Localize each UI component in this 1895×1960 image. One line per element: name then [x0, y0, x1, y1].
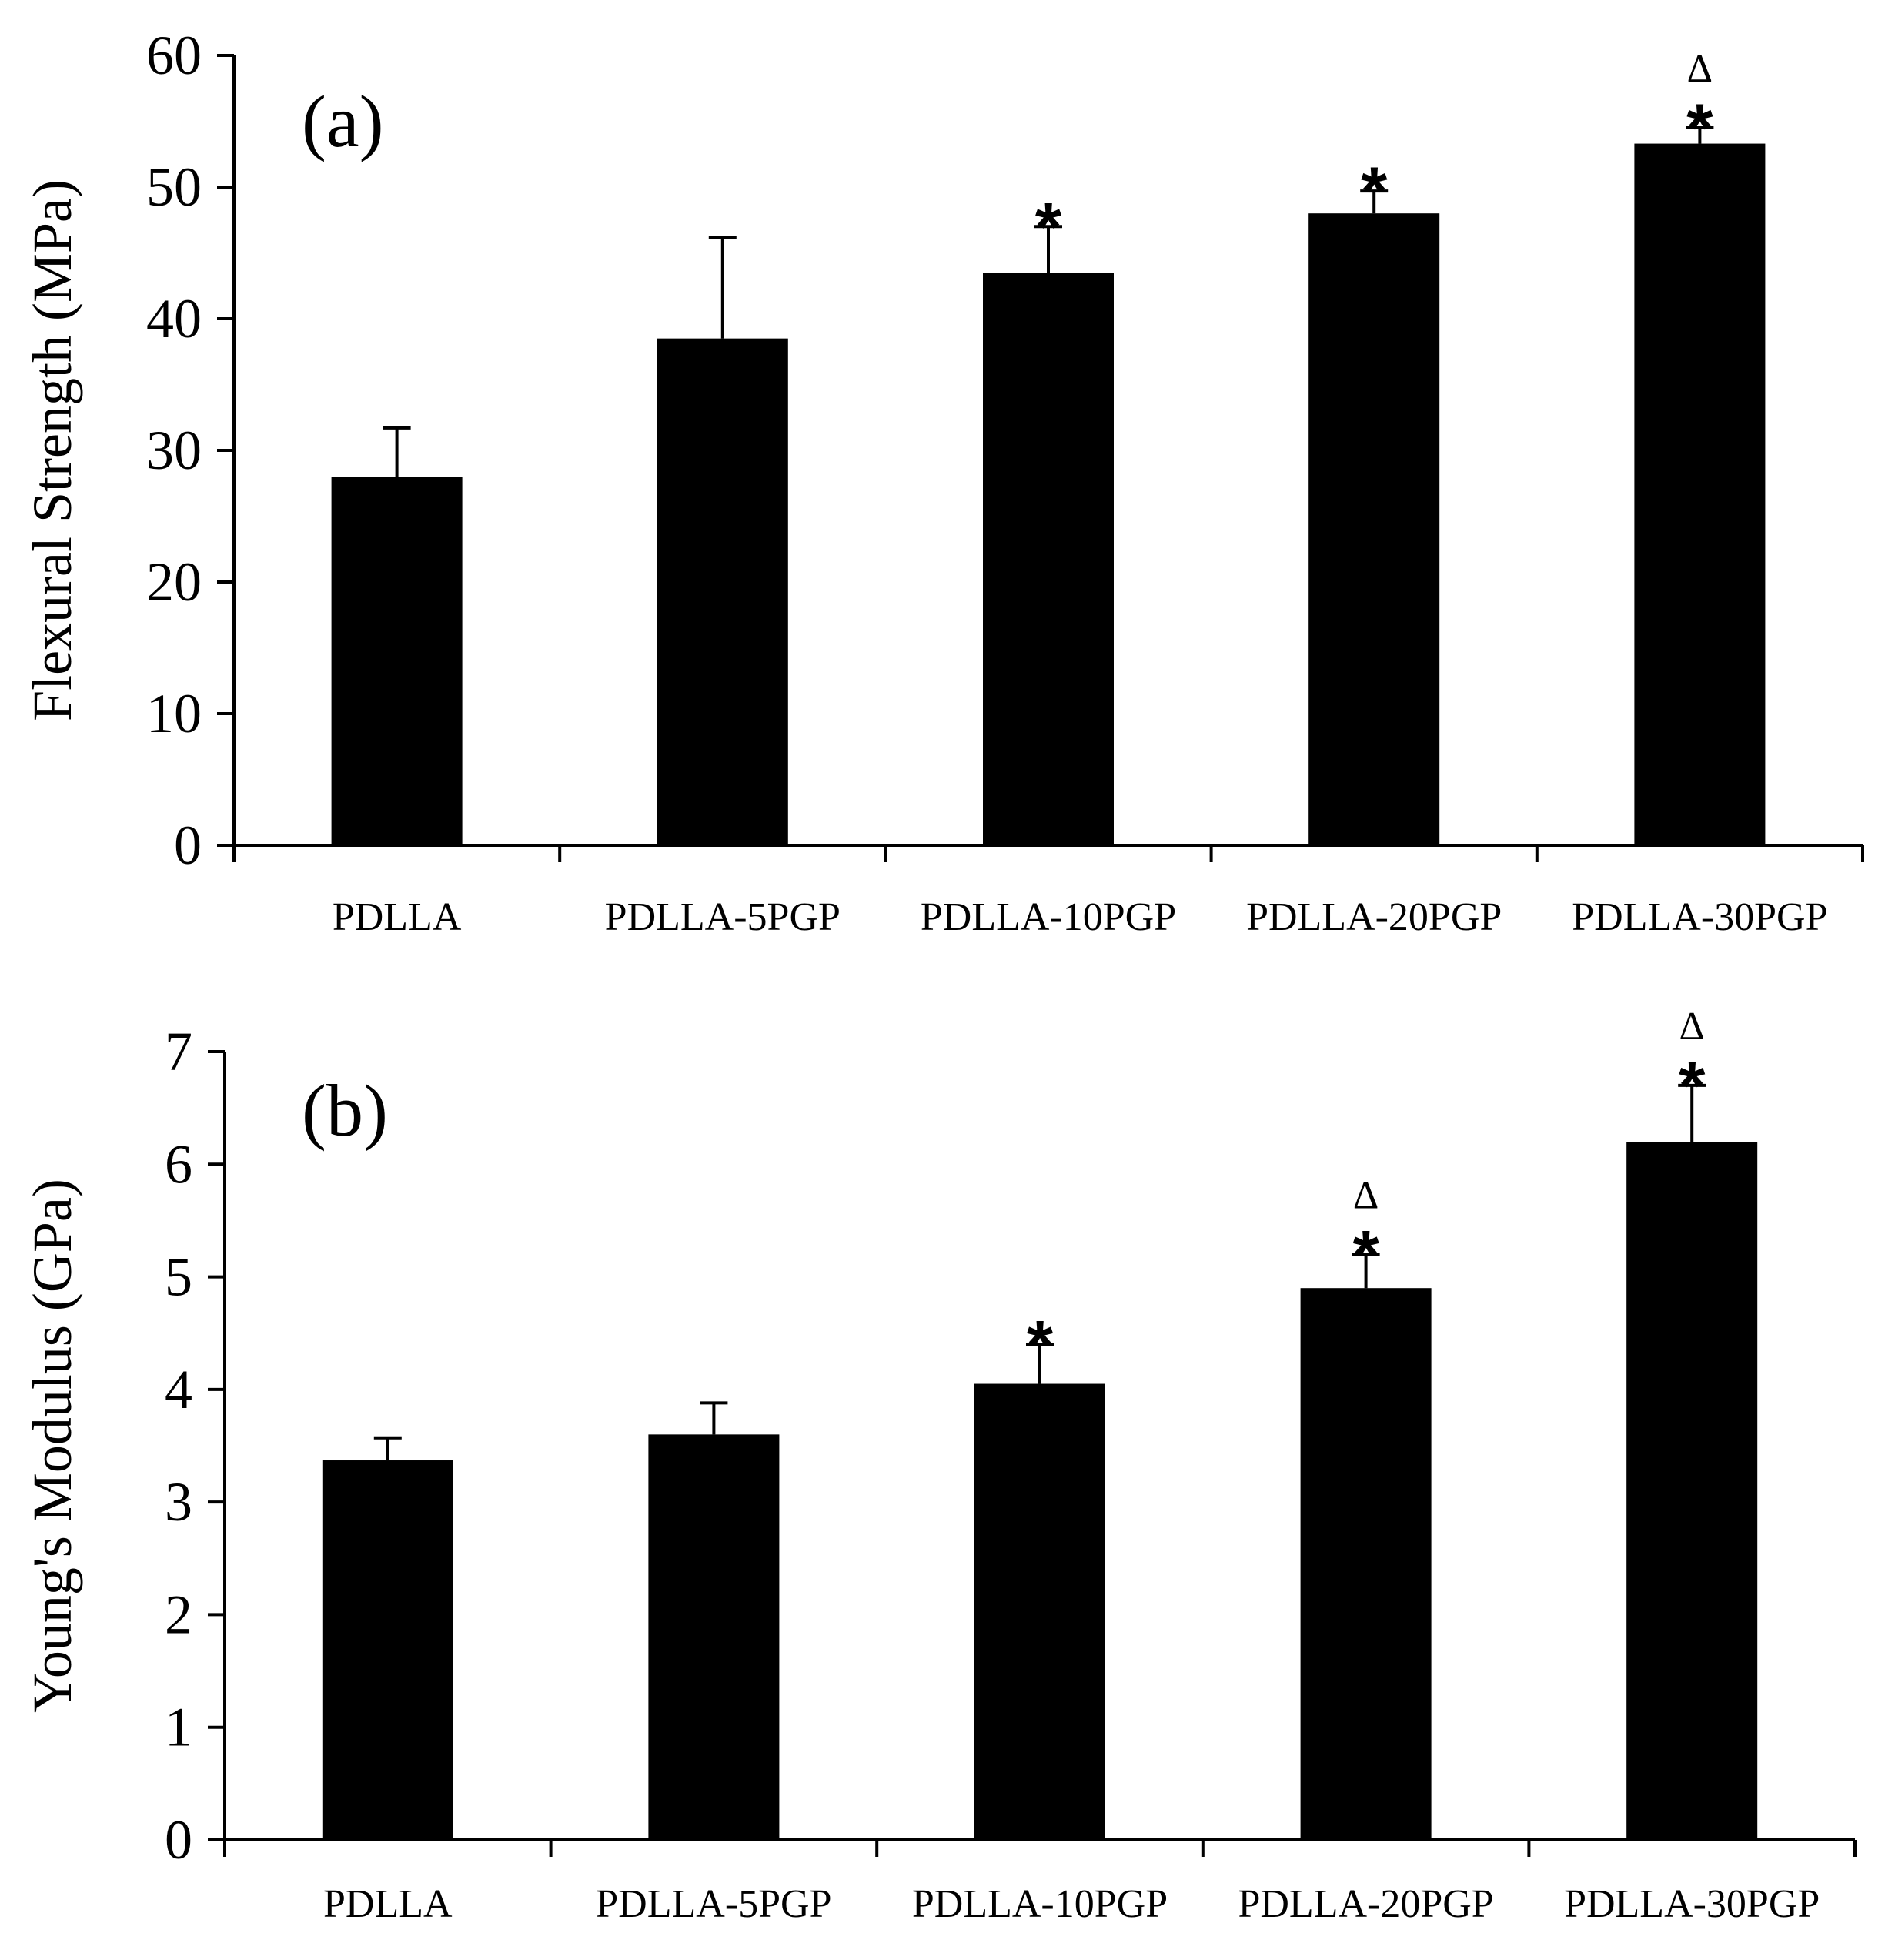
bar [657, 338, 788, 845]
bar [322, 1460, 453, 1840]
category-label: PDLLA-30PGP [1572, 895, 1827, 939]
category-label: PDLLA-10PGP [912, 1882, 1168, 1926]
panel-label: (b) [302, 1069, 388, 1152]
y-tick-label: 20 [146, 551, 202, 613]
y-tick-label: 2 [165, 1584, 192, 1645]
y-tick-label: 10 [146, 683, 202, 744]
significance-star: * [1035, 188, 1062, 264]
panel-b: 0 1 2 3 4 5 6 7 PDLLA PDLLA-5PGP PDLLA-10PGP * PDLLA… [22, 1005, 1857, 1926]
y-tick-label: 0 [174, 814, 202, 876]
category-label: PDLLA-30PGP [1564, 1882, 1820, 1926]
significance-delta: Δ [1687, 47, 1713, 91]
y-tick-label: 30 [146, 420, 202, 481]
y-axis-title: Young's Modulus (GPa) [22, 1179, 83, 1713]
significance-delta: Δ [1679, 1005, 1704, 1049]
y-tick-label: 0 [165, 1809, 192, 1871]
bar [1626, 1142, 1758, 1840]
y-axis-title: Flexural Strength (MPa) [22, 179, 83, 721]
significance-star: * [1027, 1306, 1054, 1382]
y-tick-label: 4 [165, 1359, 192, 1420]
y-tick-label: 6 [165, 1133, 192, 1195]
category-label: PDLLA [333, 895, 462, 939]
category-label: PDLLA-5PGP [605, 895, 841, 939]
bar [648, 1434, 780, 1840]
y-tick-label: 50 [146, 156, 202, 218]
significance-star: * [1361, 152, 1388, 229]
bar [983, 273, 1114, 845]
significance-delta: Δ [1353, 1173, 1379, 1217]
category-label: PDLLA-20PGP [1246, 895, 1502, 939]
bar [331, 477, 463, 845]
y-tick-label: 40 [146, 288, 202, 350]
bar [1308, 213, 1440, 845]
category-label: PDLLA [323, 1882, 453, 1926]
category-label: PDLLA-20PGP [1238, 1882, 1493, 1926]
significance-star: * [1352, 1216, 1379, 1292]
y-tick-label: 5 [165, 1246, 192, 1308]
category-label: PDLLA-5PGP [596, 1882, 831, 1926]
panel-a: 0 10 20 30 40 50 60 PDLLA PDLLA-5PGP PDLLA-10PGP *… [22, 25, 1864, 939]
y-tick-label: 60 [146, 25, 202, 86]
y-tick-label: 3 [165, 1471, 192, 1533]
panel-label: (a) [302, 80, 384, 162]
significance-star: * [1686, 89, 1713, 166]
category-label: PDLLA-10PGP [921, 895, 1176, 939]
bar [974, 1383, 1105, 1840]
y-tick-label: 7 [165, 1021, 192, 1082]
significance-star: * [1679, 1047, 1706, 1123]
bar [1300, 1288, 1432, 1840]
y-tick-label: 1 [165, 1697, 192, 1758]
bar [1634, 143, 1766, 845]
